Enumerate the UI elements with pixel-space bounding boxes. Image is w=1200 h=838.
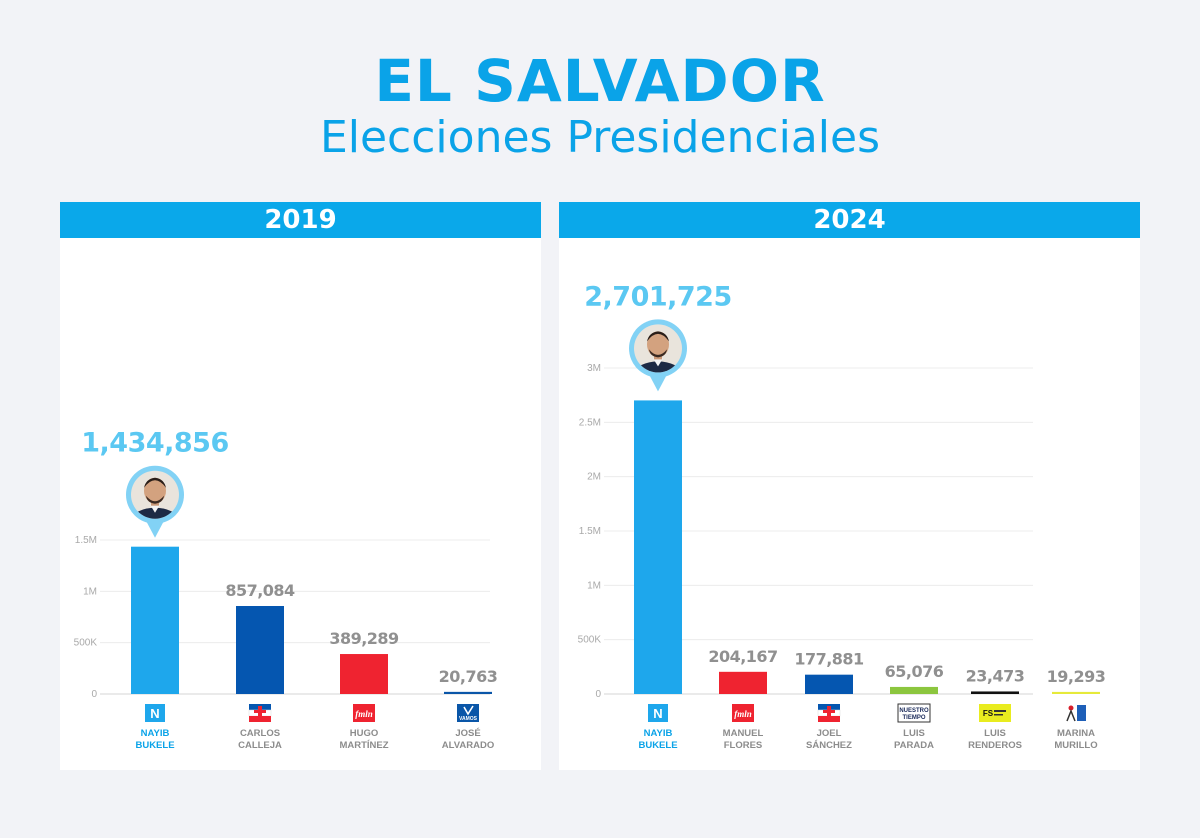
bar-luis-renderos <box>971 691 1019 694</box>
candidate-photo-marker <box>126 465 184 538</box>
fmln-logo: fmln <box>353 704 375 722</box>
bar-carlos-calleja <box>236 606 284 694</box>
y-tick-label: 1.5M <box>75 535 97 546</box>
y-tick-label: 1M <box>587 580 601 591</box>
category-label-joel-sanchez: SÁNCHEZ <box>806 740 852 751</box>
category-label-hugo-martinez: MARTÍNEZ <box>339 740 388 751</box>
vamos-logo: VAMOS <box>457 704 479 722</box>
nuevas-ideas-logo: N <box>145 704 165 722</box>
category-label-marina-murillo: MARINA <box>1057 728 1095 739</box>
value-label-carlos-calleja: 857,084 <box>225 581 295 600</box>
value-label-jose-alvarado: 20,763 <box>439 667 498 686</box>
svg-text:NUESTRO: NUESTRO <box>899 708 929 714</box>
bar-joel-sanchez <box>805 674 853 694</box>
category-label-marina-murillo: MURILLO <box>1054 740 1097 751</box>
bar-marina-murillo <box>1052 691 1100 694</box>
fuerza-solidaria-logo: FS <box>979 704 1011 722</box>
value-label-manuel-flores: 204,167 <box>708 647 777 666</box>
value-label-luis-renderos: 23,473 <box>966 666 1025 685</box>
arena-logo <box>248 704 272 722</box>
y-tick-label: 500K <box>74 638 98 649</box>
value-label-hugo-martinez: 389,289 <box>329 629 399 648</box>
bar-hugo-martinez <box>340 654 388 694</box>
value-label-marina-murillo: 19,293 <box>1047 667 1106 686</box>
category-label-joel-sanchez: JOEL <box>817 728 842 739</box>
y-tick-label: 3M <box>587 363 601 374</box>
category-label-hugo-martinez: HUGO <box>350 728 379 739</box>
category-label-manuel-flores: FLORES <box>724 740 763 751</box>
bar-chart-2024: 0 500K 1M 1.5M 2M 2.5M 3M 2,701,725 N NAYIBBUKELE… <box>578 281 1106 751</box>
category-label-luis-renderos: LUIS <box>984 728 1006 739</box>
svg-text:TIEMPO: TIEMPO <box>902 715 925 721</box>
category-label-jose-alvarado: ALVARADO <box>442 740 494 751</box>
svg-text:VAMOS: VAMOS <box>459 716 478 722</box>
category-label-carlos-calleja: CALLEJA <box>238 740 282 751</box>
category-label-luis-renderos: RENDEROS <box>968 740 1022 751</box>
chart-panel-2024: 2024 0 500K 1M 1.5M 2M 2.5M 3M 2,701,725 N NAYIB B… <box>559 202 1140 770</box>
bar-nayib-bukele <box>131 546 179 694</box>
page-title: EL SALVADOR <box>374 47 826 115</box>
bar-nayib-bukele <box>634 400 682 694</box>
category-label-nayib-bukele: NAYIB <box>141 728 170 739</box>
panel-header-2019: 2019 <box>60 202 541 238</box>
fmln-logo: fmln <box>732 704 754 722</box>
bar-manuel-flores <box>719 671 767 694</box>
avatar-photo-icon <box>634 324 682 373</box>
svg-text:fmln: fmln <box>734 709 752 719</box>
y-tick-label: 1.5M <box>579 526 601 537</box>
value-label-nayib-bukele: 2,701,725 <box>584 281 732 312</box>
svg-text:fmln: fmln <box>355 709 373 719</box>
category-label-nayib-bukele: BUKELE <box>638 740 677 751</box>
chart-panel-2019: 2019 0 500K 1M 1.5M 1,434,856 N NAYIB BUKELE 857… <box>60 202 541 770</box>
candidate-photo-marker <box>629 319 687 392</box>
arena-logo <box>817 704 841 722</box>
value-label-luis-parada: 65,076 <box>885 662 944 681</box>
category-label-nayib-bukele: BUKELE <box>135 740 174 751</box>
fps-logo <box>1065 704 1087 722</box>
nuevas-ideas-logo: N <box>648 704 668 722</box>
y-axis-grid: 0 500K 1M 1.5M <box>74 535 490 700</box>
value-label-joel-sanchez: 177,881 <box>794 650 864 669</box>
y-tick-label: 0 <box>595 689 601 700</box>
value-label-nayib-bukele: 1,434,856 <box>81 428 229 459</box>
svg-text:FS: FS <box>983 709 994 718</box>
bar-luis-parada <box>890 686 938 694</box>
svg-text:N: N <box>150 706 159 721</box>
category-label-jose-alvarado: JOSÉ <box>455 728 480 739</box>
y-tick-label: 1M <box>83 586 97 597</box>
panel-header-2024: 2024 <box>559 202 1140 238</box>
category-label-luis-parada: PARADA <box>894 740 934 751</box>
y-tick-label: 500K <box>578 635 602 646</box>
y-tick-label: 2.5M <box>579 417 601 428</box>
avatar-photo-icon <box>131 470 179 519</box>
y-tick-label: 0 <box>91 689 97 700</box>
category-label-luis-parada: LUIS <box>903 728 925 739</box>
y-tick-label: 2M <box>587 472 601 483</box>
category-label-manuel-flores: MANUEL <box>723 728 764 739</box>
bar-jose-alvarado <box>444 691 492 694</box>
category-label-carlos-calleja: CARLOS <box>240 728 280 739</box>
page-subtitle: Elecciones Presidenciales <box>319 112 881 163</box>
category-label-nayib-bukele: NAYIB <box>644 728 673 739</box>
svg-text:N: N <box>653 706 662 721</box>
